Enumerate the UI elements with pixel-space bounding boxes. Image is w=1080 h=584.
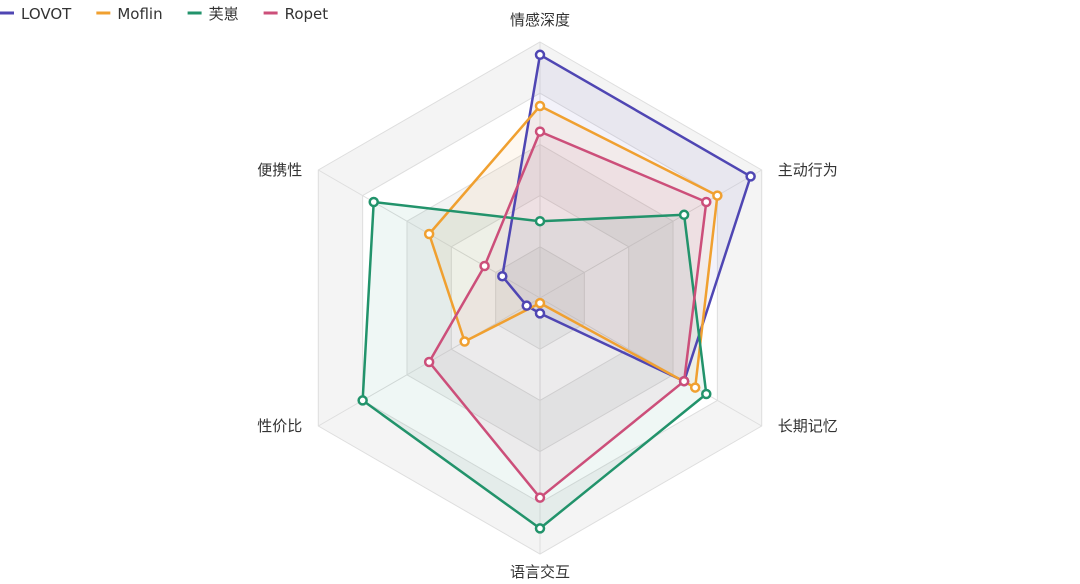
- data-point[interactable]: [534, 492, 546, 503]
- axis-label: 性价比: [257, 417, 302, 435]
- legend-item-ropet[interactable]: Ropet: [263, 5, 329, 23]
- data-point[interactable]: [521, 300, 532, 311]
- series-area-ropet: [429, 131, 707, 498]
- legend-item-lovot[interactable]: LOVOT: [0, 5, 72, 23]
- data-point[interactable]: [701, 196, 712, 208]
- legend-label: 芙崽: [209, 5, 239, 23]
- data-point[interactable]: [712, 190, 723, 201]
- axis-label: 长期记忆: [778, 417, 838, 435]
- data-point[interactable]: [368, 196, 379, 208]
- legend-label: LOVOT: [21, 5, 72, 23]
- legend-label: Ropet: [285, 5, 329, 23]
- data-point[interactable]: [701, 388, 712, 400]
- data-point[interactable]: [423, 228, 435, 240]
- data-point[interactable]: [678, 375, 690, 387]
- data-point[interactable]: [534, 297, 546, 309]
- axis-label: 语言交互: [510, 563, 570, 581]
- series-area-s2: [362, 202, 707, 529]
- legend-label: Moflin: [117, 5, 162, 23]
- data-point[interactable]: [534, 308, 546, 319]
- data-point[interactable]: [689, 382, 701, 393]
- data-point[interactable]: [745, 171, 756, 182]
- data-point[interactable]: [534, 523, 546, 534]
- axis-label: 便携性: [257, 161, 302, 179]
- data-point[interactable]: [678, 209, 690, 221]
- data-point[interactable]: [479, 260, 490, 272]
- data-point[interactable]: [534, 100, 546, 112]
- data-point[interactable]: [497, 270, 508, 282]
- data-point[interactable]: [534, 215, 546, 227]
- series-points: [357, 49, 756, 534]
- axis-label: 主动行为: [778, 161, 838, 179]
- legend-item-moflin[interactable]: Moflin: [96, 5, 163, 23]
- grid-spoke: [539, 297, 762, 427]
- grid-spoke: [539, 169, 762, 299]
- legend-item-s2[interactable]: 芙崽: [187, 5, 239, 23]
- legend: LOVOT Moflin 芙崽 Ropet: [0, 5, 328, 23]
- data-point[interactable]: [534, 126, 546, 137]
- data-point[interactable]: [459, 336, 470, 347]
- data-point[interactable]: [357, 395, 368, 406]
- data-point[interactable]: [534, 49, 546, 61]
- axis-label: 情感深度: [510, 11, 570, 29]
- data-point[interactable]: [423, 356, 435, 368]
